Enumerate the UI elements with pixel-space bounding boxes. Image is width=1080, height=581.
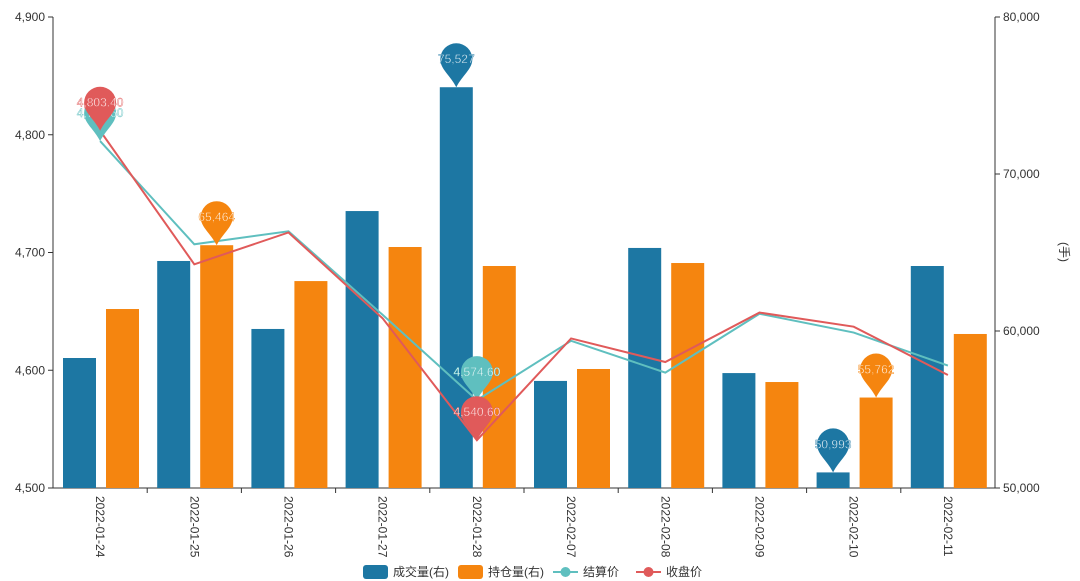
pin-icon [440, 43, 473, 88]
bar-open-interest[interactable] [671, 263, 705, 488]
left-tick-label: 4,600 [15, 363, 45, 377]
bar-volume[interactable] [910, 266, 944, 488]
pin-icon [460, 396, 493, 441]
bar-volume[interactable] [816, 472, 850, 488]
pin-icon [460, 356, 493, 401]
bar-volume[interactable] [157, 260, 191, 488]
bar-volume[interactable] [722, 373, 756, 488]
x-tick-label: 2022-02-07 [564, 496, 578, 558]
legend-swatch [363, 565, 388, 579]
x-tick-label: 2022-02-11 [941, 496, 955, 557]
pin-icon [817, 428, 850, 473]
right-tick-label: 70,000 [1003, 167, 1040, 181]
bar-open-interest[interactable] [294, 281, 328, 488]
line-close[interactable] [99, 130, 949, 442]
x-tick-label: 2022-01-25 [187, 496, 201, 558]
legend-label: 成交量(右) [393, 564, 449, 579]
right-tick-label: 60,000 [1003, 324, 1040, 338]
mark-point: 65,464 [198, 201, 236, 246]
left-tick-label: 4,800 [15, 128, 45, 142]
right-tick-label: 80,000 [1003, 10, 1040, 24]
mark-point: 4,803.40 [77, 86, 124, 131]
legend-item[interactable]: 成交量(右) [363, 564, 449, 579]
bar-volume[interactable] [534, 380, 567, 488]
bar-volume[interactable] [63, 358, 96, 488]
bar-open-interest[interactable] [388, 247, 422, 488]
bar-open-interest[interactable] [577, 368, 610, 488]
right-axis-label: (手) [1057, 242, 1071, 262]
bar-open-interest[interactable] [953, 333, 987, 488]
x-tick-label: 2022-01-27 [376, 496, 390, 558]
mark-point: 55,762 [858, 353, 895, 398]
bar-volume[interactable] [251, 328, 285, 488]
bar-open-interest[interactable] [200, 245, 234, 488]
bar-open-interest[interactable] [859, 397, 893, 488]
x-tick-label: 2022-02-09 [753, 496, 767, 558]
legend-swatch [458, 565, 483, 579]
legend-label: 持仓量(右) [488, 564, 544, 579]
bar-volume[interactable] [345, 211, 379, 488]
x-tick-label: 2022-02-08 [658, 496, 672, 558]
mark-point: 50,993 [815, 428, 852, 473]
x-tick-label: 2022-01-28 [470, 496, 484, 558]
mark-label: 4,803.40 [77, 96, 124, 110]
right-tick-label: 50,000 [1003, 481, 1040, 495]
legend-item[interactable]: 持仓量(右) [458, 564, 544, 579]
mark-label: 55,762 [858, 363, 895, 377]
mark-label: 65,464 [198, 210, 235, 224]
pin-icon [84, 86, 117, 131]
legend-dot [560, 567, 571, 577]
pin-icon [860, 353, 893, 398]
left-tick-label: 4,900 [15, 10, 45, 24]
legend-dot [643, 567, 654, 577]
x-tick-label: 2022-02-10 [847, 496, 861, 558]
pin-icon [200, 201, 233, 246]
x-tick-label: 2022-01-26 [282, 496, 296, 558]
left-tick-label: 4,500 [15, 481, 45, 495]
legend-item[interactable]: 收盘价 [636, 564, 702, 579]
mark-point: 75,527 [438, 43, 475, 88]
bar-volume[interactable] [628, 247, 662, 488]
legend-label: 收盘价 [666, 564, 702, 579]
left-tick-label: 4,700 [15, 246, 45, 260]
mark-label: 75,527 [438, 52, 475, 66]
mark-label: 50,993 [815, 437, 852, 451]
bar-open-interest[interactable] [765, 382, 799, 488]
line-settlement[interactable] [99, 140, 949, 402]
mark-label: 4,540.60 [454, 405, 501, 419]
legend-label: 结算价 [583, 564, 619, 579]
mark-label: 4,574.60 [454, 365, 501, 379]
mark-point: 4,574.60 [453, 356, 501, 401]
x-tick-label: 2022-01-24 [93, 496, 107, 558]
legend-item[interactable]: 结算价 [553, 564, 619, 579]
mark-point: 4,540.60 [453, 396, 501, 441]
bar-open-interest[interactable] [106, 309, 139, 488]
